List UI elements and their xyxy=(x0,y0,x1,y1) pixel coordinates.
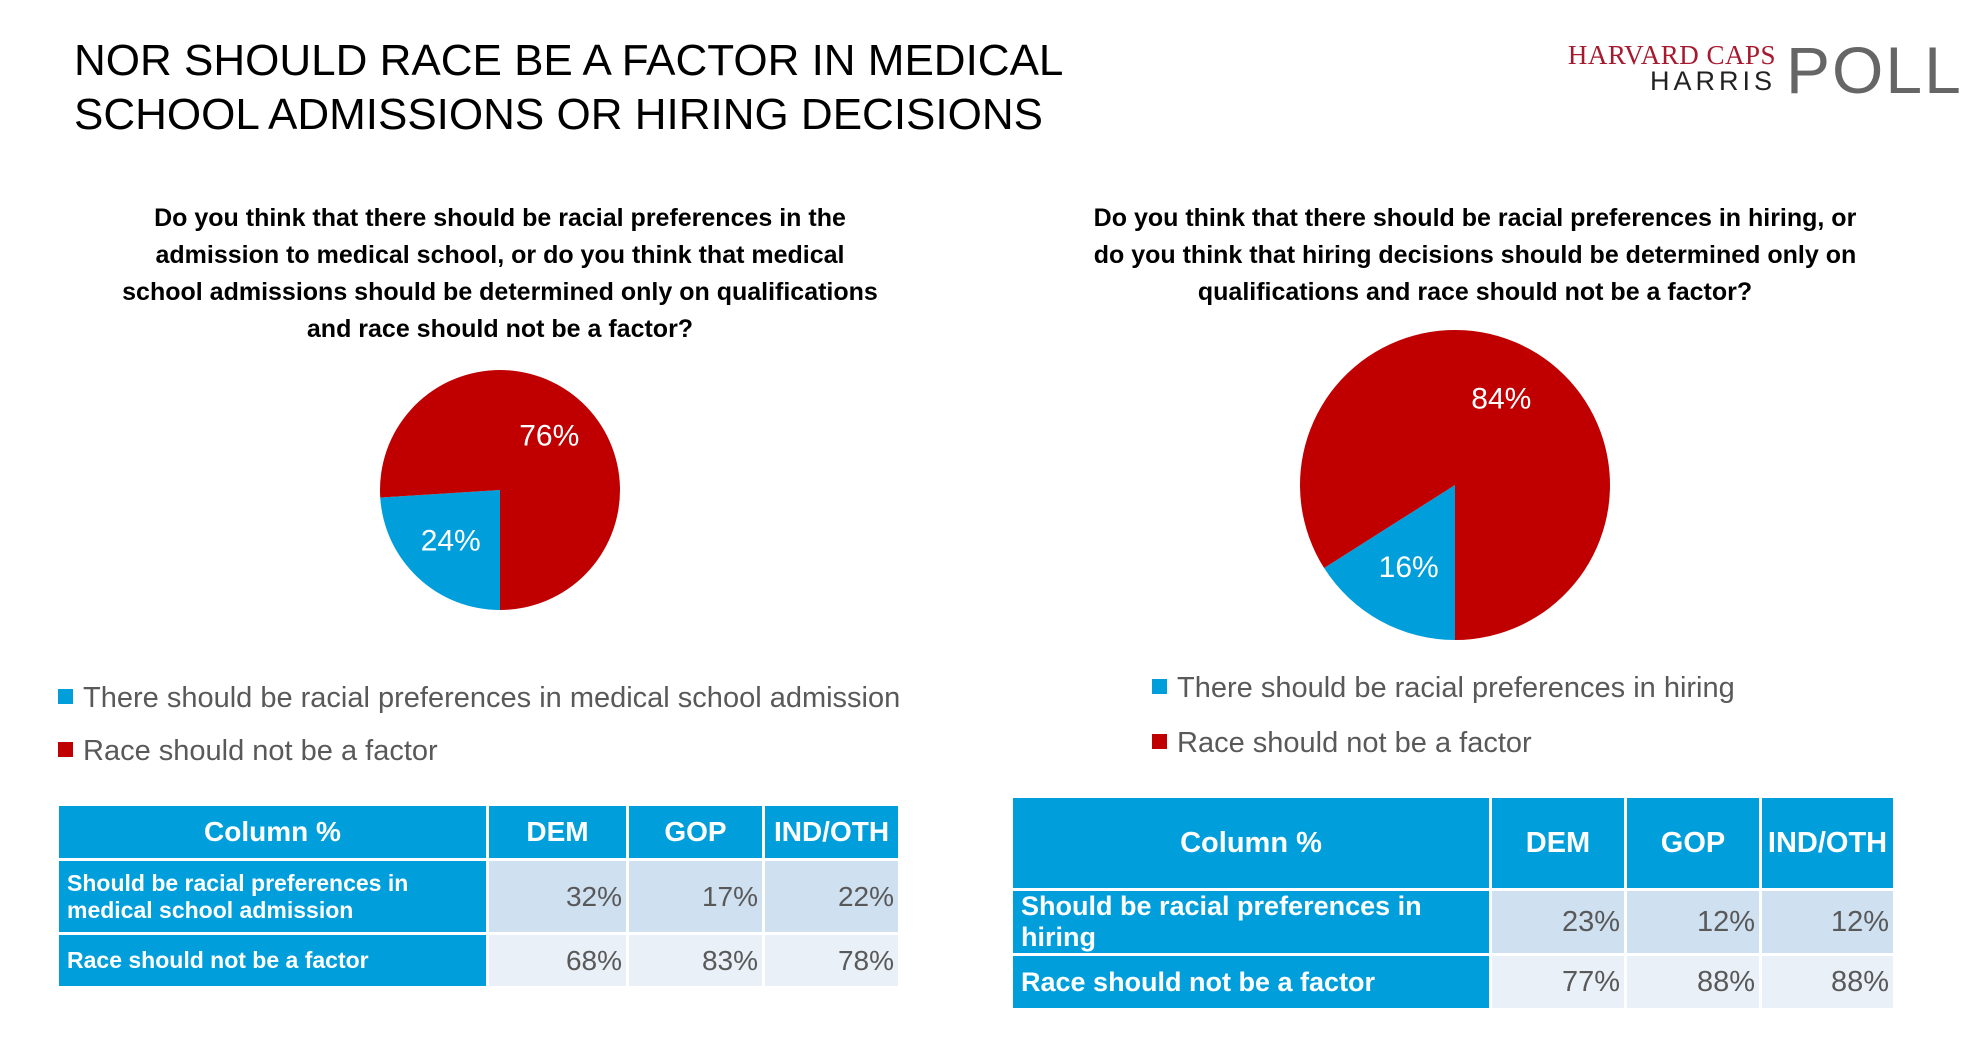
row-label: Should be racial preferences in medical … xyxy=(59,861,486,932)
legend-swatch-red xyxy=(1152,734,1167,749)
legend-item-race-not-factor: Race should not be a factor xyxy=(1152,727,1532,760)
legend-swatch-blue xyxy=(1152,679,1167,694)
row-label: Race should not be a factor xyxy=(59,935,486,986)
table-row: Race should not be a factor 68% 83% 78% xyxy=(59,935,898,986)
table-row: Race should not be a factor 77% 88% 88% xyxy=(1013,956,1893,1008)
pie-slice-0 xyxy=(1324,485,1455,640)
column-header: IND/OTH xyxy=(1762,798,1893,888)
hiring-question: Do you think that there should be racial… xyxy=(1093,204,1857,306)
legend-label: Race should not be a factor xyxy=(1177,727,1532,759)
legend-item-race-not-factor: Race should not be a factor xyxy=(58,735,438,768)
table-cell: 68% xyxy=(489,935,626,986)
table-header-row: Column % DEM GOP IND/OTH xyxy=(59,806,898,858)
column-header: DEM xyxy=(489,806,626,858)
logo-line-harvard-caps: HARVARD CAPS xyxy=(1567,40,1776,70)
harvard-caps-harris-poll-logo: HARVARD CAPS HARRIS POLL xyxy=(1560,33,1961,107)
legend-label: There should be racial preferences in hi… xyxy=(1177,672,1735,704)
table-cell: 12% xyxy=(1627,891,1759,953)
legend-swatch-red xyxy=(58,742,73,757)
logo-line-poll: POLL xyxy=(1786,33,1963,107)
logo-line-harris: HARRIS xyxy=(1649,66,1776,96)
table-row: Should be racial preferences in hiring 2… xyxy=(1013,891,1893,953)
pie-slice-1 xyxy=(380,370,620,610)
medical-school-question: Do you think that there should be racial… xyxy=(122,204,878,343)
medical-school-party-table: Column % DEM GOP IND/OTH Should be racia… xyxy=(56,803,901,989)
column-header: DEM xyxy=(1492,798,1624,888)
medical-school-pie-chart: 24% 76% xyxy=(380,370,620,610)
table-cell: 12% xyxy=(1762,891,1893,953)
table-cell: 77% xyxy=(1492,956,1624,1008)
column-header: Column % xyxy=(59,806,486,858)
column-header: GOP xyxy=(1627,798,1759,888)
row-label: Race should not be a factor xyxy=(1013,956,1489,1008)
pie-data-label-1: 76% xyxy=(519,419,579,452)
legend-item-racial-preferences-hiring: There should be racial preferences in hi… xyxy=(1152,672,1735,705)
table-row: Should be racial preferences in medical … xyxy=(59,861,898,932)
table-cell: 23% xyxy=(1492,891,1624,953)
legend-label: There should be racial preferences in me… xyxy=(83,682,901,714)
hiring-party-table: Column % DEM GOP IND/OTH Should be racia… xyxy=(1010,795,1896,1011)
table-cell: 88% xyxy=(1627,956,1759,1008)
table-cell: 32% xyxy=(489,861,626,932)
table-cell: 88% xyxy=(1762,956,1893,1008)
table-cell: 22% xyxy=(765,861,898,932)
table-cell: 78% xyxy=(765,935,898,986)
legend-item-racial-preferences-admission: There should be racial preferences in me… xyxy=(58,682,900,715)
column-header: GOP xyxy=(629,806,762,858)
pie-data-label-1: 84% xyxy=(1471,383,1531,416)
legend-swatch-blue xyxy=(58,689,73,704)
slide-title: NOR SHOULD RACE BE A FACTOR IN MEDICAL S… xyxy=(74,36,1062,139)
column-header: IND/OTH xyxy=(765,806,898,858)
pie-slice-1 xyxy=(1300,330,1610,640)
row-label: Should be racial preferences in hiring xyxy=(1013,891,1489,953)
table-header-row: Column % DEM GOP IND/OTH xyxy=(1013,798,1893,888)
table-cell: 83% xyxy=(629,935,762,986)
pie-data-label-0: 16% xyxy=(1379,551,1439,584)
legend-label: Race should not be a factor xyxy=(83,735,438,767)
hiring-pie-chart: 16% 84% xyxy=(1300,330,1610,640)
pie-slice-0 xyxy=(380,490,500,610)
column-header: Column % xyxy=(1013,798,1489,888)
table-cell: 17% xyxy=(629,861,762,932)
pie-data-label-0: 24% xyxy=(421,524,481,557)
